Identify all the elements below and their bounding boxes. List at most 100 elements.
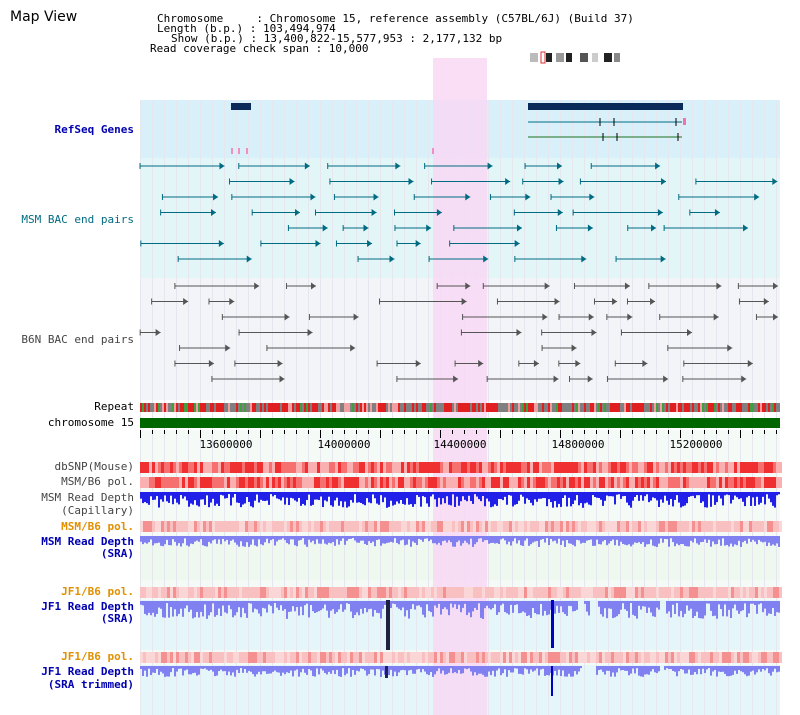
depth-bar [610,666,612,677]
heat-mark [704,652,707,663]
depth-bar [684,536,686,546]
heat-mark [428,521,431,532]
heat-mark [548,652,551,663]
depth-bar [264,666,266,672]
heat-mark [626,521,629,532]
heat-mark [185,462,188,473]
heat-mark [680,587,683,598]
depth-bar [510,536,512,546]
depth-bar [636,492,638,496]
heat-mark [347,462,350,473]
repeat-mark [258,403,260,412]
depth-bar [202,536,204,546]
track-label-repeat[interactable]: Repeat [94,400,134,413]
depth-bar [168,666,170,677]
depth-bar [316,536,318,540]
heat-mark [434,477,437,488]
depth-bar [538,601,540,615]
repeat-mark [486,403,488,412]
repeat-mark [660,403,662,412]
depth-bar [504,492,506,497]
heat-mark [602,477,605,488]
depth-bar [582,492,584,508]
depth-bar [698,601,700,619]
heat-mark [677,652,680,663]
track-label-jf1-depth[interactable]: JF1 Read Depth [41,600,134,613]
repeat-mark [226,403,228,412]
heat-mark [632,521,635,532]
depth-bar [294,666,296,671]
heat-mark [416,521,419,532]
track-label-jf1-pol-2[interactable]: JF1/B6 pol. [61,650,134,663]
depth-bar [498,601,500,613]
depth-bar [390,666,392,670]
depth-bar [670,536,672,539]
heat-mark [608,652,611,663]
depth-bar [742,536,744,543]
depth-bar [666,536,668,540]
depth-bar [558,536,560,539]
repeat-mark [238,403,240,412]
depth-bar [434,601,436,606]
heat-mark [734,462,737,473]
depth-bar [714,601,716,616]
heat-mark [695,477,698,488]
depth-bar [352,601,354,619]
track-label-dbsnp[interactable]: dbSNP(Mouse) [54,460,134,473]
repeat-mark [656,403,658,412]
heat-mark [251,477,254,488]
depth-bar [426,666,428,675]
depth-bar [602,601,604,617]
track-label-msm-depth-sra[interactable]: MSM Read Depth [41,535,134,548]
depth-bar [542,492,544,499]
depth-bar [616,536,618,540]
track-label-msm-b6-pol-2[interactable]: MSM/B6 pol. [61,520,134,533]
depth-bar [614,666,616,677]
depth-bar [700,492,702,503]
repeat-mark [676,403,678,412]
repeat-mark [160,403,162,412]
depth-bar [432,492,434,495]
bac-pair-msm [408,178,414,185]
heat-mark [149,477,152,488]
heat-mark [320,521,323,532]
heat-mark [380,521,383,532]
track-label-b6n-bac[interactable]: B6N BAC end pairs [21,333,134,346]
track-label-msm-depth-capillary[interactable]: MSM Read Depth [41,491,134,504]
track-label-refseq[interactable]: RefSeq Genes [54,123,134,136]
heat-mark [749,477,752,488]
depth-bar [536,492,538,502]
depth-bar [196,601,198,612]
depth-bar [608,666,610,671]
heat-mark [332,652,335,663]
heat-mark [716,477,719,488]
track-label-msm-b6-pol-1[interactable]: MSM/B6 pol. [61,475,134,488]
heat-mark [656,521,659,532]
depth-bar [340,666,342,677]
track-label-jf1-depth-trimmed[interactable]: JF1 Read Depth [41,665,134,678]
heat-mark [737,477,740,488]
depth-bar [598,492,600,499]
heat-mark [140,477,143,488]
heat-mark [761,587,764,598]
repeat-mark [624,403,626,412]
track-label-jf1-pol-1[interactable]: JF1/B6 pol. [61,585,134,598]
depth-bar [242,492,244,505]
heat-mark [464,477,467,488]
heat-mark [761,477,764,488]
depth-bar [772,601,774,609]
depth-bar [142,492,144,504]
depth-bar [598,536,600,545]
depth-bar [366,536,368,546]
depth-bar [562,666,564,671]
heat-mark [305,587,308,598]
heat-mark [407,587,410,598]
depth-bar [752,666,754,671]
heat-mark [428,477,431,488]
repeat-mark [430,403,432,412]
track-label-msm-bac[interactable]: MSM BAC end pairs [21,213,134,226]
heat-mark [542,477,545,488]
depth-bar [280,666,282,676]
depth-bar [616,601,618,617]
